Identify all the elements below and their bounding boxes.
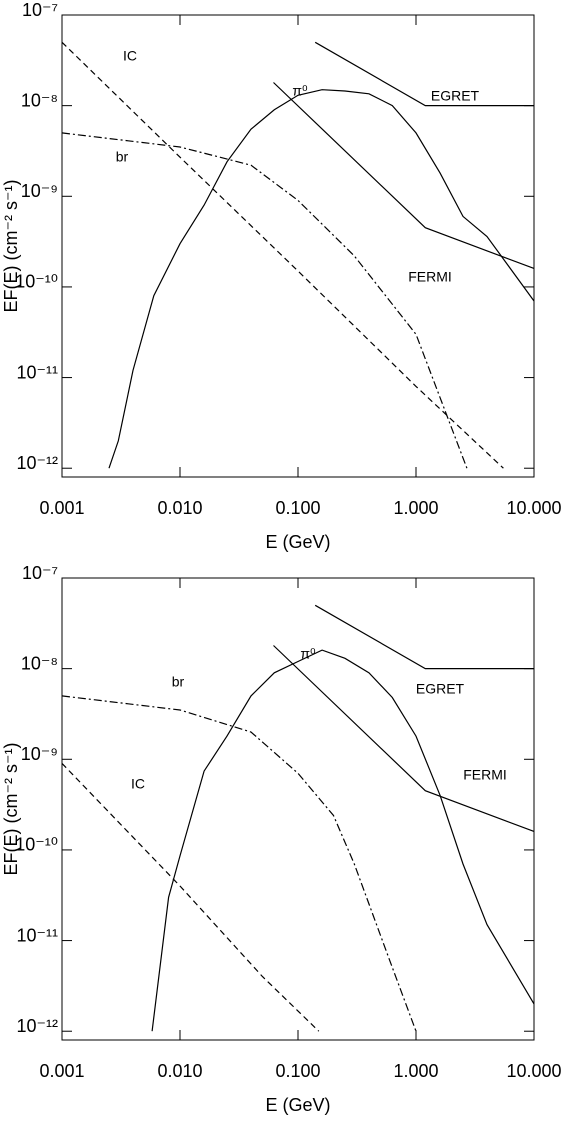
y-tick-label: 10⁻¹² (16, 453, 58, 473)
x-tick-label: 0.100 (275, 498, 320, 518)
y-axis-label: EF(E) (cm⁻² s⁻¹) (1, 743, 21, 876)
series-label: EGRET (431, 88, 480, 104)
x-tick-label: 0.010 (157, 1061, 202, 1081)
y-tick-label: 10⁻¹⁰ (15, 272, 58, 292)
y-tick-label: 10⁻¹¹ (16, 362, 58, 382)
y-tick-label: 10⁻¹⁰ (15, 835, 58, 855)
x-axis-label: E (GeV) (265, 532, 330, 552)
y-tick-label: 10⁻⁷ (22, 563, 58, 583)
series-line (61, 762, 320, 1032)
plot-frame (61, 577, 535, 1041)
x-tick-label: 1.000 (393, 498, 438, 518)
y-tick-label: 10⁻⁸ (21, 90, 58, 110)
series-label: FERMI (408, 269, 452, 285)
series-line (108, 89, 535, 469)
series-line (273, 645, 535, 832)
series-line (273, 82, 535, 269)
series-label: π⁰ (292, 83, 308, 99)
y-tick-label: 10⁻⁸ (21, 653, 58, 673)
series-line (314, 41, 534, 107)
series-line (151, 649, 535, 1032)
y-axis-label: EF(E) (cm⁻² s⁻¹) (1, 180, 21, 313)
x-tick-label: 0.010 (157, 498, 202, 518)
y-tick-label: 10⁻⁹ (21, 744, 58, 764)
series-label: br (116, 149, 129, 165)
x-tick-label: 0.001 (39, 498, 84, 518)
series-label: FERMI (463, 767, 507, 783)
y-tick-label: 10⁻¹² (16, 1016, 58, 1036)
series-label: IC (123, 48, 137, 64)
series-line (61, 695, 417, 1032)
series-line (61, 132, 468, 469)
x-tick-label: 10.000 (506, 1061, 561, 1081)
y-tick-label: 10⁻¹¹ (16, 925, 58, 945)
series-label: IC (131, 776, 145, 792)
x-tick-label: 10.000 (506, 498, 561, 518)
x-axis-label: E (GeV) (265, 1095, 330, 1115)
series-label: π⁰ (300, 646, 316, 662)
x-tick-label: 1.000 (393, 1061, 438, 1081)
x-tick-label: 0.001 (39, 1061, 84, 1081)
series-label: EGRET (416, 681, 465, 697)
series-label: br (172, 674, 185, 690)
x-tick-label: 0.100 (275, 1061, 320, 1081)
series-line (61, 41, 504, 469)
y-tick-label: 10⁻⁷ (22, 0, 58, 20)
y-tick-label: 10⁻⁹ (21, 181, 58, 201)
series-line (314, 604, 534, 670)
